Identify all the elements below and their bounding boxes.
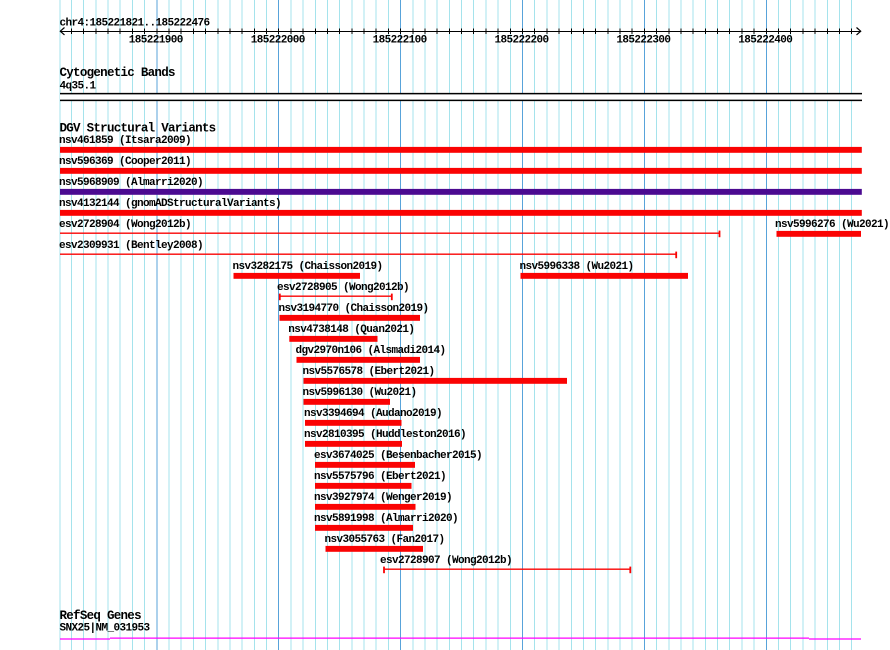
svg-text:185221900: 185221900 bbox=[129, 35, 183, 47]
svg-text:nsv5891998 (Almarri2020): nsv5891998 (Almarri2020) bbox=[314, 513, 458, 525]
svg-text:nsv2810395 (Huddleston2016): nsv2810395 (Huddleston2016) bbox=[304, 429, 466, 441]
svg-text:nsv3927974 (Wenger2019): nsv3927974 (Wenger2019) bbox=[314, 492, 452, 504]
svg-text:esv3674025 (Besenbacher2015): esv3674025 (Besenbacher2015) bbox=[314, 450, 482, 462]
svg-text:185222100: 185222100 bbox=[373, 35, 427, 47]
svg-text:nsv3055763 (Fan2017): nsv3055763 (Fan2017) bbox=[325, 534, 445, 546]
svg-text:esv2309931 (Bentley2008): esv2309931 (Bentley2008) bbox=[59, 240, 203, 252]
svg-text:esv2728904 (Wong2012b): esv2728904 (Wong2012b) bbox=[59, 219, 191, 231]
svg-text:nsv5575796 (Ebert2021): nsv5575796 (Ebert2021) bbox=[314, 471, 446, 483]
svg-text:185222200: 185222200 bbox=[495, 35, 549, 47]
svg-text:nsv5996338 (Wu2021): nsv5996338 (Wu2021) bbox=[520, 261, 634, 273]
svg-text:185222300: 185222300 bbox=[616, 35, 670, 47]
svg-text:chr4:185221821..185222476: chr4:185221821..185222476 bbox=[60, 18, 210, 30]
svg-text:Cytogenetic Bands: Cytogenetic Bands bbox=[60, 66, 175, 80]
svg-text:RefSeq Genes: RefSeq Genes bbox=[60, 609, 142, 623]
svg-text:nsv461859 (Itsara2009): nsv461859 (Itsara2009) bbox=[59, 135, 191, 147]
svg-text:SNX25|NM_031953: SNX25|NM_031953 bbox=[60, 623, 151, 635]
svg-text:esv2728907 (Wong2012b): esv2728907 (Wong2012b) bbox=[380, 555, 512, 567]
svg-text:nsv3282175 (Chaisson2019): nsv3282175 (Chaisson2019) bbox=[233, 261, 383, 273]
svg-text:nsv3394694 (Audano2019): nsv3394694 (Audano2019) bbox=[304, 408, 442, 420]
svg-text:nsv5968909 (Almarri2020): nsv5968909 (Almarri2020) bbox=[59, 177, 203, 189]
svg-text:nsv5576578 (Ebert2021): nsv5576578 (Ebert2021) bbox=[303, 366, 435, 378]
svg-text:4q35.1: 4q35.1 bbox=[60, 81, 97, 93]
svg-text:DGV Structural Variants: DGV Structural Variants bbox=[60, 122, 216, 136]
svg-text:185222000: 185222000 bbox=[251, 35, 305, 47]
svg-text:nsv596369 (Cooper2011): nsv596369 (Cooper2011) bbox=[59, 156, 191, 168]
svg-text:nsv4132144 (gnomADStructuralVa: nsv4132144 (gnomADStructuralVariants) bbox=[59, 198, 281, 210]
svg-text:nsv3194770 (Chaisson2019): nsv3194770 (Chaisson2019) bbox=[279, 303, 429, 315]
svg-text:185222400: 185222400 bbox=[738, 35, 792, 47]
svg-text:nsv5996276 (Wu2021): nsv5996276 (Wu2021) bbox=[775, 219, 889, 231]
svg-text:nsv4738148 (Quan2021): nsv4738148 (Quan2021) bbox=[288, 324, 414, 336]
svg-text:nsv5996130 (Wu2021): nsv5996130 (Wu2021) bbox=[303, 387, 417, 399]
svg-text:dgv2970n106 (Alsmadi2014): dgv2970n106 (Alsmadi2014) bbox=[296, 345, 446, 357]
svg-text:esv2728905 (Wong2012b): esv2728905 (Wong2012b) bbox=[277, 282, 409, 294]
